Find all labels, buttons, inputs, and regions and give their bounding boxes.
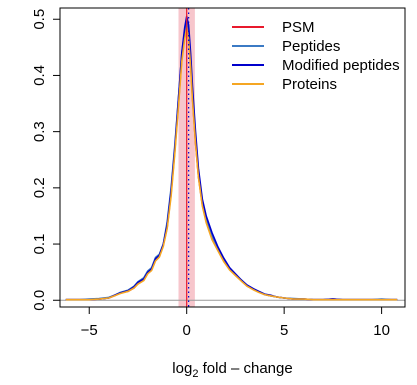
legend-label: Proteins xyxy=(282,76,337,93)
x-axis: −5 0 5 10 xyxy=(81,306,390,339)
plot-frame xyxy=(59,7,406,308)
series-layer xyxy=(65,15,398,301)
x-axis-title: log2 fold – change xyxy=(172,360,292,380)
y-tick-label: 0.3 xyxy=(31,121,48,142)
y-tick-label: 0.4 xyxy=(31,65,48,86)
legend: PSM Peptides Modified peptides Proteins xyxy=(232,19,400,93)
x-tick-label: 5 xyxy=(280,322,288,339)
y-axis: 0.0 0.1 0.2 0.3 0.4 0.5 xyxy=(31,9,61,311)
y-tick-label: 0.0 xyxy=(31,290,48,311)
legend-label: Modified peptides xyxy=(282,57,400,74)
y-tick-label: 0.2 xyxy=(31,177,48,198)
x-axis-title-rest: fold – change xyxy=(198,360,292,377)
y-tick-label: 0.5 xyxy=(31,9,48,30)
x-tick-label: 0 xyxy=(183,322,191,339)
x-tick-label: −5 xyxy=(81,322,98,339)
x-axis-title-subscript: 2 xyxy=(192,368,198,380)
x-tick-label: 10 xyxy=(373,322,390,339)
series-line-proteins xyxy=(65,26,398,301)
plot-area xyxy=(60,8,405,307)
x-axis-title-base: log xyxy=(172,360,192,377)
legend-label: Peptides xyxy=(282,38,340,55)
legend-label: PSM xyxy=(282,19,315,36)
y-tick-label: 0.1 xyxy=(31,234,48,255)
